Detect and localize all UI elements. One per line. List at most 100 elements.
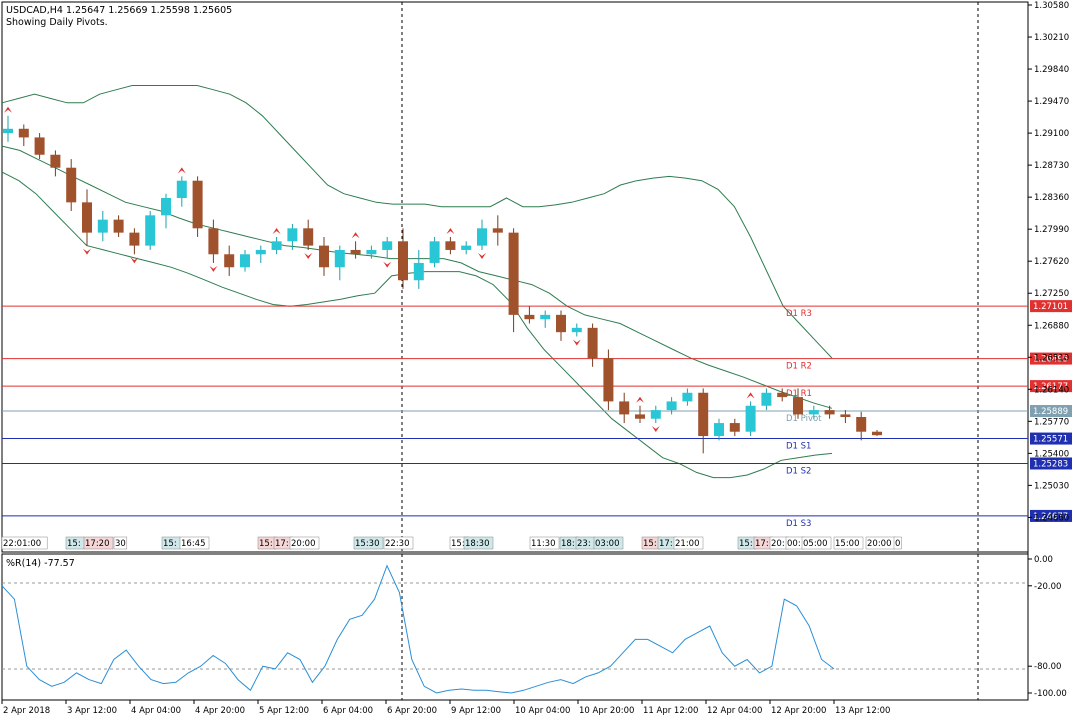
price-tick-label: 1.26510 [1034, 353, 1069, 363]
time-strip-box [463, 536, 494, 550]
pivot-label: D1 S3 [786, 519, 811, 529]
time-strip-label: 21:00 [675, 539, 700, 549]
candle-body [224, 254, 235, 268]
time-strip-box [1, 536, 48, 550]
bb-middle-line [1, 145, 833, 409]
candle-body [129, 232, 140, 246]
pivot-price-label: 1.25283 [1033, 459, 1068, 469]
fractal-down-icon [209, 265, 218, 272]
candle-body [587, 327, 598, 359]
time-tick-label: 9 Apr 12:00 [451, 706, 501, 716]
candle [398, 228, 408, 289]
candle [619, 392, 630, 424]
time-strip-cell: 17: [753, 536, 773, 550]
time-strip-label: 03:00 [595, 539, 620, 549]
candle [808, 405, 819, 419]
candle [761, 388, 772, 411]
candle [3, 115, 13, 142]
time-tick-label: 4 Apr 20:00 [195, 706, 245, 716]
candle [161, 193, 171, 229]
pivot-price-label: 1.25889 [1033, 407, 1068, 417]
candle [50, 150, 61, 177]
candle [540, 310, 551, 328]
time-strip-label: 20:00 [867, 539, 892, 549]
price-tick-label: 1.30210 [1034, 33, 1069, 43]
pivot-price-badge [1030, 509, 1072, 522]
candle [224, 245, 235, 276]
time-strip-box [113, 536, 128, 550]
price-tick-label: 1.28360 [1034, 193, 1069, 203]
candle [571, 323, 582, 337]
time-strip-label: 15:30 [355, 539, 380, 549]
candle-body [50, 154, 61, 168]
fractal-up-icon [177, 167, 186, 174]
time-tick-label: 12 Apr 04:00 [707, 706, 762, 716]
candle [255, 245, 266, 263]
session-time-strip: 22:01:00 15: 17:20 30 15: 16:45 15: 17: 20:00 15:… [1, 536, 902, 550]
indicator-plot-frame [1, 553, 1029, 701]
time-tick-label: 13 Apr 12:00 [835, 706, 890, 716]
time-strip-cell: 15:30 [353, 536, 384, 550]
time-strip-box [353, 536, 384, 550]
candle [840, 410, 851, 424]
time-axis[interactable]: 2 Apr 2018 3 Apr 12:00 4 Apr 04:00 4 Apr 20… [1, 700, 890, 716]
candle [334, 245, 345, 281]
fractal-down-icon [572, 339, 581, 346]
time-strip-label: 15: [259, 539, 273, 549]
candle-body [97, 219, 108, 233]
candle [556, 310, 566, 341]
pivot-price-label: 1.26177 [1033, 382, 1068, 392]
time-strip-box [83, 536, 114, 550]
candle [240, 249, 250, 272]
time-strip-cell: 16:45 [179, 536, 210, 550]
candle-body [793, 397, 803, 415]
time-strip-cell: 17: [273, 536, 293, 550]
time-strip-box [179, 536, 210, 550]
pivot-note: Showing Daily Pivots. [6, 17, 108, 28]
fractal-up-icon [351, 232, 360, 239]
symbol-info: USDCAD,H4 1.25647 1.25669 1.25598 1.2560… [6, 5, 232, 16]
price-tick-label: 1.29470 [1034, 97, 1069, 107]
candle-body [477, 228, 487, 246]
fractal-down-icon [83, 248, 91, 255]
pivot-price-label: 1.24677 [1033, 512, 1068, 522]
time-strip-cell: 17: [657, 536, 677, 550]
candle [208, 219, 219, 263]
time-tick-label: 6 Apr 20:00 [387, 706, 437, 716]
candle [82, 189, 92, 246]
candle-body [540, 314, 551, 320]
candle [97, 211, 108, 242]
time-strip-label: 22:01:00 [3, 539, 41, 549]
candle [603, 349, 614, 411]
time-strip-cell: 15: [65, 536, 85, 550]
candle-body [287, 228, 298, 242]
candle [856, 411, 867, 441]
time-strip-label: 18:30 [465, 539, 490, 549]
candle [303, 219, 314, 250]
pivot-lines: D1 R3 1.27101 D1 R2 1.26495 D1 R1 1.26177 D1 P… [2, 300, 1072, 529]
time-strip-box [289, 536, 320, 550]
price-tick-label: 1.26880 [1034, 321, 1069, 331]
price-axis[interactable]: 1.30580 1.30210 1.29840 1.29470 1.29100 1.287… [1028, 1, 1069, 523]
candle-body [682, 392, 693, 402]
candle [461, 241, 472, 255]
fractal-down-icon [651, 426, 660, 433]
candle [682, 388, 693, 406]
time-strip-label: 15: [67, 539, 81, 549]
candle [429, 236, 440, 268]
time-tick-label: 2 Apr 2018 [3, 706, 50, 716]
fractal-up-icon [4, 106, 12, 113]
candle-body [824, 410, 835, 415]
candle [729, 418, 740, 437]
candle [524, 306, 535, 324]
wpr-tick-label: -100.00 [1034, 689, 1067, 699]
candle-body [635, 414, 645, 419]
candle-body [556, 314, 566, 333]
time-strip-cell: 0 [893, 536, 902, 550]
time-strip-cell: 22:01:00 [1, 536, 48, 550]
wpr-tick-label: -20.00 [1034, 582, 1061, 592]
time-tick-label: 10 Apr 04:00 [515, 706, 570, 716]
time-strip-cell: 20:00 [289, 536, 320, 550]
